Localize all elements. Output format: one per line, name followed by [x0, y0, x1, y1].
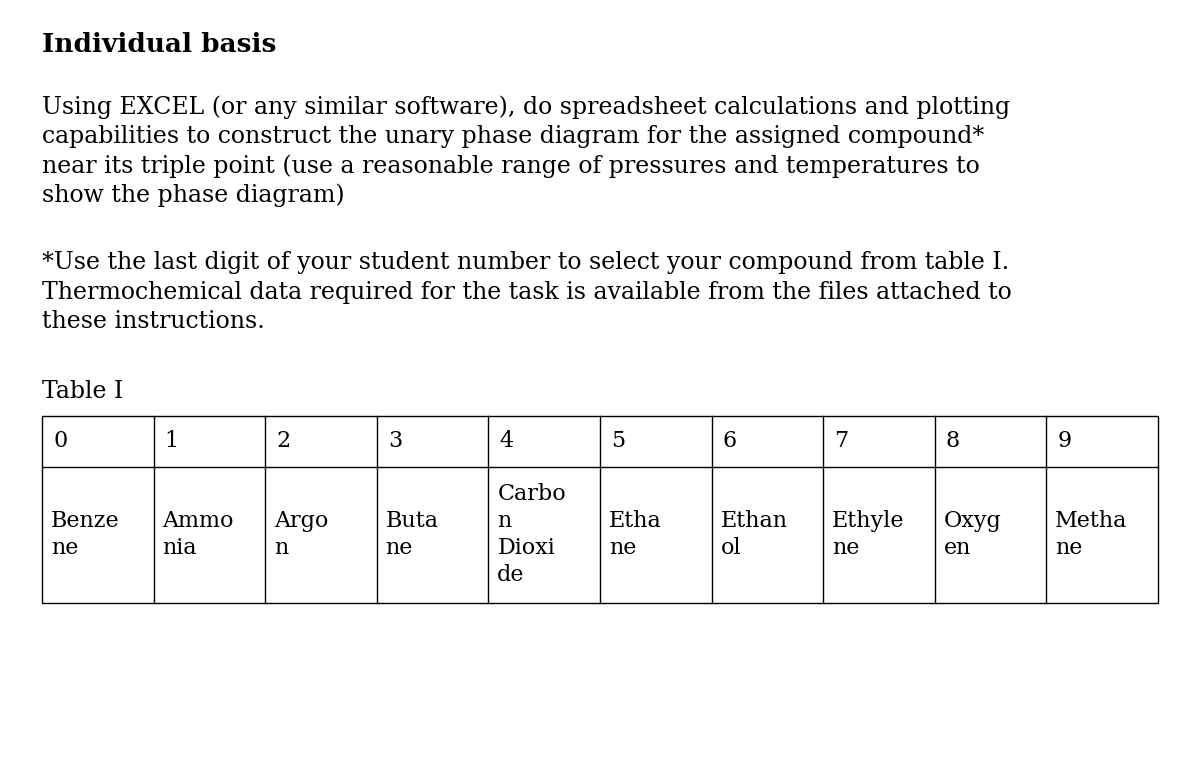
Text: n: n [497, 510, 511, 532]
Text: these instructions.: these instructions. [42, 310, 265, 333]
Text: show the phase diagram): show the phase diagram) [42, 184, 344, 207]
Text: capabilities to construct the unary phase diagram for the assigned compound*: capabilities to construct the unary phas… [42, 125, 984, 148]
Text: de: de [497, 565, 524, 587]
Text: Ethyle: Ethyle [832, 510, 905, 532]
Text: 0: 0 [53, 430, 67, 453]
Text: ne: ne [1055, 538, 1082, 559]
Text: *Use the last digit of your student number to select your compound from table I.: *Use the last digit of your student numb… [42, 251, 1009, 274]
Text: 9: 9 [1057, 430, 1072, 453]
Text: 7: 7 [834, 430, 848, 453]
Text: nia: nia [162, 538, 197, 559]
Text: Buta: Buta [385, 510, 439, 532]
Bar [42, 415, 1158, 603]
Text: 4: 4 [499, 430, 514, 453]
Text: Using EXCEL (or any similar software), do spreadsheet calculations and plotting: Using EXCEL (or any similar software), d… [42, 95, 1010, 119]
Text: ne: ne [385, 538, 413, 559]
Text: Ethan: Ethan [720, 510, 787, 532]
Text: n: n [274, 538, 288, 559]
Text: 1: 1 [164, 430, 179, 453]
Text: Etha: Etha [608, 510, 661, 532]
Text: 3: 3 [388, 430, 402, 453]
Text: Metha: Metha [1055, 510, 1128, 532]
Text: 8: 8 [946, 430, 960, 453]
Text: Individual basis: Individual basis [42, 32, 276, 57]
Text: Dioxi: Dioxi [497, 538, 556, 559]
Text: ne: ne [50, 538, 78, 559]
Text: Carbo: Carbo [497, 483, 566, 506]
Text: Argo: Argo [274, 510, 329, 532]
Text: ol: ol [720, 538, 742, 559]
Text: ne: ne [832, 538, 859, 559]
Text: ne: ne [608, 538, 636, 559]
Text: Table I: Table I [42, 379, 124, 402]
Text: Benze: Benze [50, 510, 120, 532]
Text: Ammo: Ammo [162, 510, 234, 532]
Text: 2: 2 [276, 430, 290, 453]
Text: en: en [943, 538, 971, 559]
Text: Oxyg: Oxyg [943, 510, 1002, 532]
Text: Thermochemical data required for the task is available from the files attached t: Thermochemical data required for the tas… [42, 280, 1012, 303]
Text: 5: 5 [611, 430, 625, 453]
Text: 6: 6 [722, 430, 737, 453]
Text: near its triple point (use a reasonable range of pressures and temperatures to: near its triple point (use a reasonable … [42, 154, 979, 178]
